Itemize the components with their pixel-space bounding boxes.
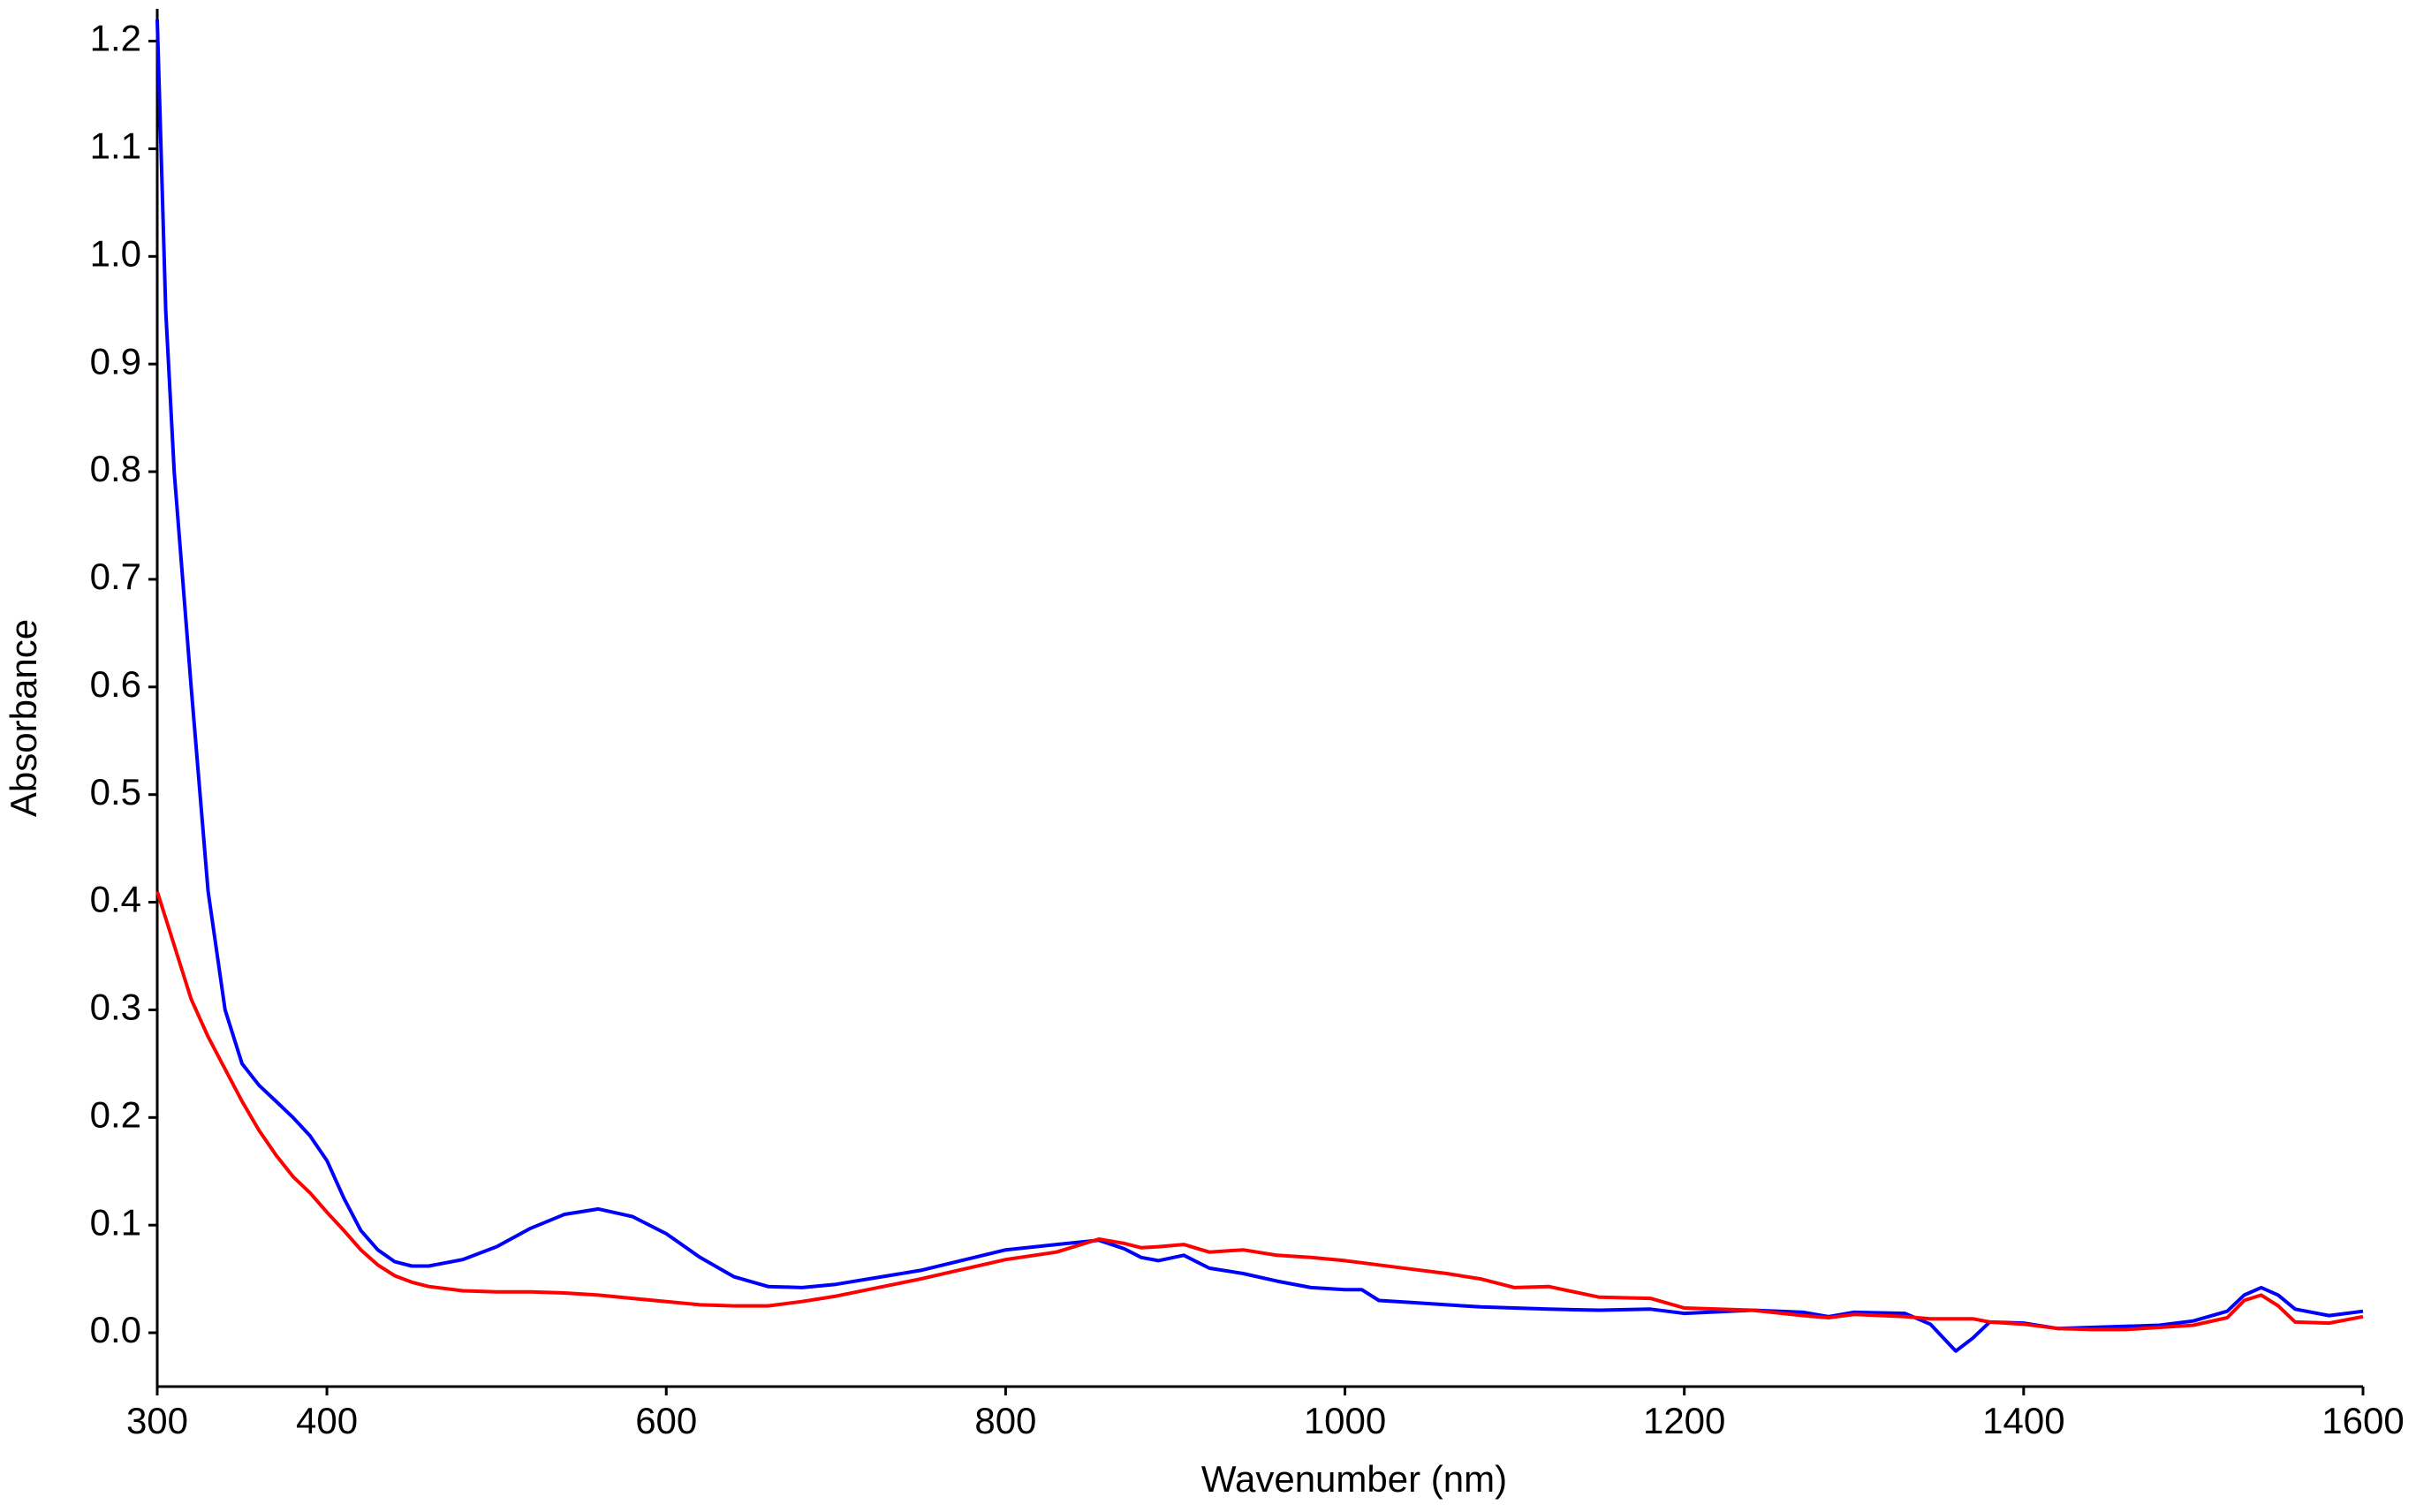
x-tick-label: 300 [126, 1400, 188, 1441]
x-tick-label: 1200 [1643, 1400, 1725, 1441]
data-line [155, 19, 2364, 1353]
y-tick-label: 0.2 [90, 1093, 141, 1135]
y-tick-label: 0.1 [90, 1201, 141, 1243]
x-tick-label: 1600 [2321, 1400, 2404, 1441]
y-tick-label: 1.2 [90, 18, 141, 59]
y-tick-label: 1.0 [90, 232, 141, 274]
y-tick-label: 0.7 [90, 556, 141, 597]
y-tick-label: 0.4 [90, 879, 141, 920]
y-tick-label: 1.1 [90, 125, 141, 167]
x-tick-label: 400 [296, 1400, 358, 1441]
y-tick-label: 0.6 [90, 663, 141, 705]
x-tick-label: 1400 [1982, 1400, 2064, 1441]
x-axis-title: Wavenumber (nm) [1201, 1458, 1507, 1500]
x-tick-label: 800 [974, 1400, 1036, 1441]
y-tick-label: 0.5 [90, 771, 141, 813]
y-tick-label: 0.8 [90, 448, 141, 489]
x-tick-label: 600 [635, 1400, 697, 1441]
y-axis-title: Absorbance [3, 619, 44, 817]
x-tick-label: 1000 [1304, 1400, 1386, 1441]
y-tick-label: 0.3 [90, 987, 141, 1028]
y-tick-label: 0.0 [90, 1309, 141, 1350]
data-line [155, 890, 2364, 1332]
y-tick-label: 0.9 [90, 340, 141, 382]
